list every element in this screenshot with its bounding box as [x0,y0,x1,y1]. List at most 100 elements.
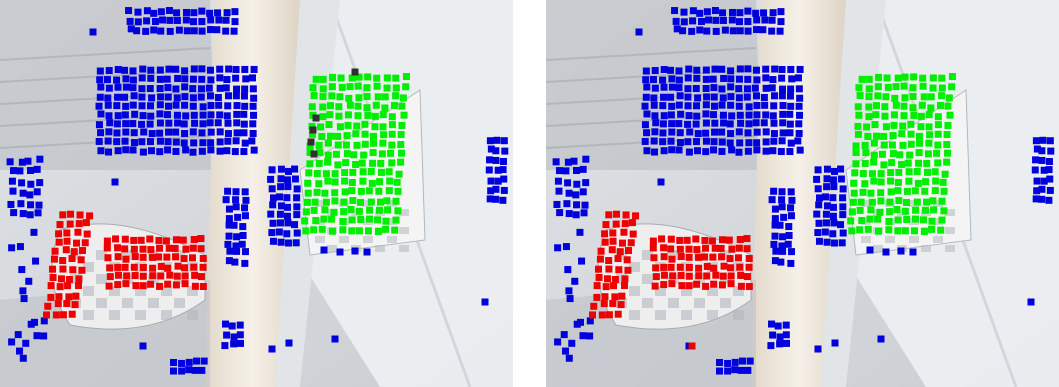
blue-feature-marker [183,27,191,35]
green-feature-marker [324,151,332,159]
green-feature-marker [866,215,874,223]
blue-feature-marker [672,17,680,25]
gray-feature-marker [307,138,315,146]
blue-feature-marker [716,367,724,375]
red-feature-marker [59,211,67,219]
green-feature-marker [917,112,925,120]
green-feature-marker [888,159,896,167]
blue-feature-marker [667,111,675,119]
blue-feature-marker [105,148,113,156]
red-feature-marker [660,263,668,271]
blue-feature-marker [291,165,299,173]
red-feature-marker [702,282,710,290]
shelf-line [0,47,211,61]
red-feature-marker [86,212,94,220]
red-feature-marker [627,239,635,247]
blue-feature-marker [778,188,786,196]
blue-feature-marker [680,18,688,26]
blue-feature-marker [214,119,222,127]
blue-feature-marker [711,128,719,136]
blue-feature-marker [696,9,704,17]
red-feature-marker [597,247,605,255]
blue-feature-marker [113,102,121,110]
blue-feature-marker [283,194,291,202]
red-feature-marker [660,271,668,279]
blue-feature-marker [182,112,190,120]
red-feature-marker [623,256,631,264]
blue-feature-marker [138,74,146,82]
green-feature-marker [388,113,396,121]
blue-feature-marker [641,102,649,110]
green-feature-marker [856,206,864,214]
green-feature-marker [397,158,405,166]
blue-feature-marker [829,212,837,220]
blue-feature-marker [718,65,726,73]
blue-feature-marker [635,28,643,36]
green-feature-marker [887,188,895,196]
blue-feature-marker [351,247,359,255]
green-feature-marker [937,226,945,234]
green-feature-marker [938,197,946,205]
green-feature-marker [868,170,876,178]
red-feature-group [43,210,207,319]
green-feature-marker [877,189,885,197]
blue-feature-marker [224,240,232,248]
blue-feature-marker [122,120,130,128]
green-feature-marker [379,139,387,147]
blue-feature-marker [173,9,181,17]
haze-overlay [546,0,1059,387]
blue-feature-marker [215,101,223,109]
blue-feature-marker [121,111,129,119]
blue-feature-marker [172,65,180,73]
red-feature-marker [595,273,603,281]
blue-feature-marker [165,7,173,15]
green-feature-marker [358,159,366,167]
green-feature-marker [374,93,382,101]
blue-feature-marker [240,120,248,128]
green-feature-marker [912,215,920,223]
green-feature-marker [369,149,377,157]
blue-feature-marker [170,367,178,375]
blue-feature-marker [768,84,776,92]
green-feature-marker [361,120,369,128]
red-feature-marker [44,302,52,310]
red-feature-marker [667,245,675,253]
green-feature-marker [392,84,400,92]
red-feature-marker [114,253,122,261]
red-feature-marker [605,257,613,265]
green-feature-marker [388,141,396,149]
blue-feature-marker [769,76,777,84]
blue-feature-marker [174,74,182,82]
blue-feature-marker [9,167,17,175]
blue-feature-marker [760,93,768,101]
blue-feature-marker [753,128,761,136]
blue-feature-marker [147,66,155,74]
green-feature-marker [924,150,932,158]
blue-feature-marker [216,138,224,146]
red-feature-marker [620,282,628,290]
blue-feature-marker [293,185,301,193]
blue-feature-marker [134,18,142,26]
blue-feature-marker [667,66,675,74]
blue-feature-marker [269,201,277,209]
blue-feature-marker [499,157,507,165]
red-feature-marker [130,245,138,253]
green-feature-marker [319,113,327,121]
green-feature-marker [344,111,352,119]
blue-feature-marker [127,25,135,33]
blue-feature-marker [830,239,838,247]
green-feature-marker [857,198,865,206]
blue-feature-marker [643,129,651,137]
blue-feature-marker [494,166,502,174]
blue-feature-marker [710,93,718,101]
blue-feature-marker [114,83,122,91]
blue-feature-marker [566,295,574,303]
blue-feature-marker [96,67,104,75]
green-feature-marker [360,151,368,159]
red-feature-extra-marker [688,342,696,350]
blue-feature-marker [134,8,142,16]
blue-feature-marker [709,75,717,83]
blue-feature-marker [156,75,164,83]
blue-feature-marker [702,75,710,83]
red-feature-marker [43,311,51,319]
